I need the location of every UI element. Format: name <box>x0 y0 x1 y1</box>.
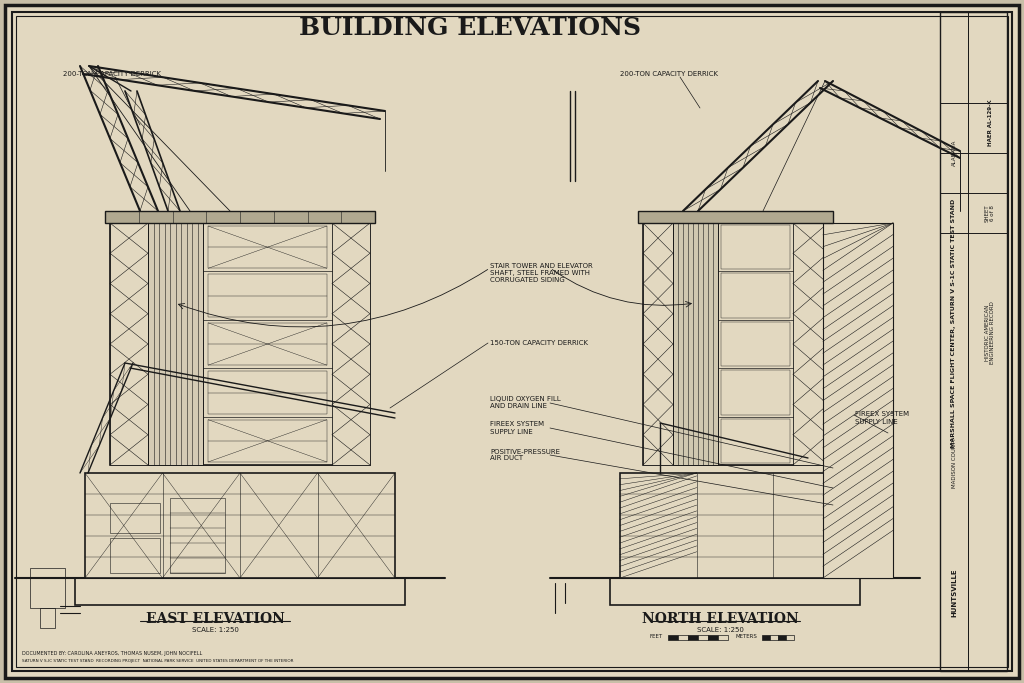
Bar <box>940 12 1007 671</box>
Bar <box>638 211 833 223</box>
Text: BUILDING ELEVATIONS: BUILDING ELEVATIONS <box>299 16 641 40</box>
Text: SCALE: 1:250: SCALE: 1:250 <box>696 627 743 633</box>
Text: STAIR TOWER AND ELEVATOR
SHAFT, STEEL FRAMED WITH
CORRUGATED SIDING: STAIR TOWER AND ELEVATOR SHAFT, STEEL FR… <box>490 263 593 283</box>
Bar <box>40 608 55 628</box>
Bar <box>778 635 786 640</box>
Bar <box>643 223 673 465</box>
Bar <box>170 498 225 573</box>
Text: FIREEX SYSTEM
SUPPLY LINE: FIREEX SYSTEM SUPPLY LINE <box>490 421 544 434</box>
Text: SCALE: 1:250: SCALE: 1:250 <box>191 627 239 633</box>
Bar <box>678 635 688 640</box>
Bar <box>75 578 406 605</box>
Text: POSITIVE-PRESSURE
AIR DUCT: POSITIVE-PRESSURE AIR DUCT <box>490 449 560 462</box>
Bar <box>110 223 148 465</box>
Bar <box>668 635 678 640</box>
Bar <box>823 223 893 578</box>
Text: SHEET
6 of 8: SHEET 6 of 8 <box>985 204 995 222</box>
Bar <box>620 473 850 578</box>
Bar <box>793 223 828 465</box>
Bar <box>30 568 65 608</box>
Bar <box>208 323 327 365</box>
Bar <box>643 223 828 465</box>
Text: FIREEX SYSTEM
SUPPLY LINE: FIREEX SYSTEM SUPPLY LINE <box>855 411 909 425</box>
Bar <box>721 225 790 269</box>
Bar <box>721 370 790 415</box>
Bar <box>208 371 327 414</box>
Bar <box>332 223 370 465</box>
Text: HISTORIC AMERICAN
ENGINEERING RECORD: HISTORIC AMERICAN ENGINEERING RECORD <box>985 302 995 365</box>
Bar <box>610 578 860 605</box>
Bar <box>110 503 160 533</box>
Bar <box>85 473 395 578</box>
Text: HUNTSVILLE: HUNTSVILLE <box>951 569 957 617</box>
Bar <box>762 635 770 640</box>
Text: 200-TON CAPACITY DERRICK: 200-TON CAPACITY DERRICK <box>620 71 718 77</box>
Text: NORTH ELEVATION: NORTH ELEVATION <box>642 612 799 626</box>
Text: ALABAMA: ALABAMA <box>951 140 956 166</box>
Bar <box>688 635 698 640</box>
Bar <box>718 635 728 640</box>
Text: MARSHALL SPACE FLIGHT CENTER, SATURN V S-1C STATIC TEST STAND: MARSHALL SPACE FLIGHT CENTER, SATURN V S… <box>951 198 956 447</box>
Text: 200-TON CAPACITY DERRICK: 200-TON CAPACITY DERRICK <box>63 71 161 77</box>
Bar <box>786 635 794 640</box>
Text: MADISON COUNTY: MADISON COUNTY <box>951 438 956 488</box>
Bar <box>208 226 327 268</box>
Text: 150-TON CAPACITY DERRICK: 150-TON CAPACITY DERRICK <box>490 340 588 346</box>
Text: METERS: METERS <box>735 634 757 639</box>
Bar <box>208 275 327 317</box>
Text: LIQUID OXYGEN FILL
AND DRAIN LINE: LIQUID OXYGEN FILL AND DRAIN LINE <box>490 397 561 410</box>
Bar <box>105 211 375 223</box>
Bar <box>110 538 160 573</box>
Bar <box>698 635 708 640</box>
Bar <box>110 223 370 465</box>
Text: FEET: FEET <box>650 634 664 639</box>
Text: SATURN V S-IC STATIC TEST STAND  RECORDING PROJECT  NATIONAL PARK SERVICE  UNITE: SATURN V S-IC STATIC TEST STAND RECORDIN… <box>22 659 294 663</box>
Text: DOCUMENTED BY: CAROLINA ANEYROS, THOMAS NUSEM, JOHN NOCIFELL: DOCUMENTED BY: CAROLINA ANEYROS, THOMAS … <box>22 650 203 656</box>
Bar <box>770 635 778 640</box>
Bar <box>721 273 790 318</box>
Bar <box>208 419 327 462</box>
Bar <box>148 223 203 465</box>
Text: HAER AL-129-K: HAER AL-129-K <box>987 100 992 146</box>
Bar <box>721 322 790 366</box>
Bar <box>708 635 718 640</box>
Text: EAST ELEVATION: EAST ELEVATION <box>145 612 285 626</box>
Bar <box>673 223 718 465</box>
Bar <box>721 419 790 463</box>
